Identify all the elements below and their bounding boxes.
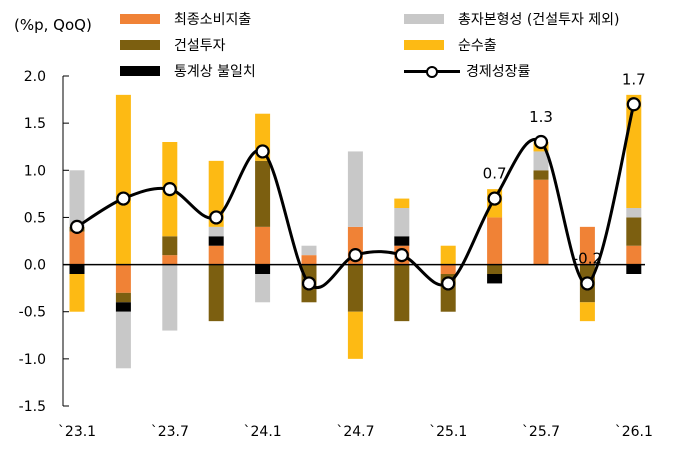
bar-segment xyxy=(255,274,271,303)
bar-segment xyxy=(255,264,271,274)
legend-item-discrepancy: 통계상 불일치 xyxy=(120,61,256,81)
legend-item-final-consumption: 최종소비지출 xyxy=(120,9,251,29)
gdp-growth-point xyxy=(348,248,363,263)
legend-swatch-gdp-growth xyxy=(404,64,460,78)
bar-segment xyxy=(162,236,178,256)
bar-segment xyxy=(487,264,503,274)
bar-segment xyxy=(208,236,224,246)
legend-item-construction: 건설투자 xyxy=(120,35,226,55)
bar-segment xyxy=(626,217,642,246)
y-tick-label: -0.5 xyxy=(19,305,46,321)
bar-segment xyxy=(255,160,271,227)
gdp-growth-data-label: -0.2 xyxy=(573,249,602,267)
legend-label-final-consumption: 최종소비지출 xyxy=(174,12,252,28)
legend-label-gdp-growth: 경제성장률 xyxy=(466,64,531,80)
gdp-growth-data-label: 1.3 xyxy=(529,108,553,126)
bar-segment xyxy=(394,264,410,322)
legend-swatch-net-exports xyxy=(404,40,444,50)
bar-segment xyxy=(394,208,410,237)
x-tick-label: `25.7 xyxy=(522,424,560,440)
legend-item-capital-formation: 총자본형성 (건설투자 제외) xyxy=(404,9,620,29)
bar-segment xyxy=(69,231,85,265)
legend-item-gdp-growth: 경제성장률 xyxy=(404,61,530,81)
bar-segment xyxy=(115,311,131,369)
legend-swatch-final-consumption xyxy=(120,14,160,24)
gdp-growth-point xyxy=(487,191,502,206)
gdp-growth-point xyxy=(69,219,85,234)
y-tick-label: -1.0 xyxy=(19,352,46,368)
bar-segment xyxy=(626,94,642,208)
bar-segment xyxy=(533,151,549,171)
legend-swatch-capital-formation xyxy=(404,14,444,24)
gdp-growth-point xyxy=(441,276,456,291)
bar-segment xyxy=(162,264,178,331)
bar-segment xyxy=(394,236,410,246)
legend-swatch-construction xyxy=(120,40,160,50)
bar-segment xyxy=(69,274,85,312)
gdp-growth-point xyxy=(533,134,549,150)
y-tick-label: 2.0 xyxy=(24,69,46,85)
bar-segment xyxy=(579,226,595,265)
bar-segment xyxy=(208,264,224,322)
y-axis-unit-label: (%p, QoQ) xyxy=(14,16,92,34)
y-tick-label: 0.0 xyxy=(24,258,46,274)
gdp-growth-data-label: 0.7 xyxy=(483,165,507,183)
gdp-growth-point xyxy=(255,144,270,159)
bar-segment xyxy=(69,170,85,227)
gdp-growth-point xyxy=(209,210,224,225)
gdp-growth-point xyxy=(162,182,177,197)
bar-segment xyxy=(626,245,642,265)
gdp-growth-data-label: 1.7 xyxy=(622,70,646,88)
bar-segment xyxy=(533,170,549,180)
bar-segment xyxy=(255,226,271,265)
bar-segment xyxy=(208,245,224,265)
x-tick-label: `24.1 xyxy=(244,424,282,440)
bar-segment xyxy=(626,208,642,218)
x-tick-label: `25.1 xyxy=(429,424,467,440)
legend-label-construction: 건설투자 xyxy=(174,38,226,54)
y-tick-label: 1.5 xyxy=(24,116,46,132)
gdp-growth-point xyxy=(626,97,641,112)
bar-segment xyxy=(533,179,549,265)
bar-segment xyxy=(208,226,224,237)
bar-segment xyxy=(69,264,85,274)
bar-segment xyxy=(115,264,131,293)
bar-segment xyxy=(301,255,317,265)
x-tick-label: `26.1 xyxy=(615,424,653,440)
bar-segment xyxy=(487,274,503,284)
bar-segment xyxy=(487,217,503,265)
bar-segment xyxy=(440,245,456,265)
y-tick-label: 0.5 xyxy=(24,210,46,226)
y-tick-label: -1.5 xyxy=(19,399,46,415)
y-tick-label: 1.0 xyxy=(24,163,46,179)
gdp-growth-point xyxy=(116,191,131,206)
legend-label-capital-formation: 총자본형성 (건설투자 제외) xyxy=(458,12,620,28)
bar-segment xyxy=(347,151,363,227)
bar-segment xyxy=(579,302,595,322)
bar-segment xyxy=(347,311,363,359)
bar-segment xyxy=(115,292,131,303)
bar-segment xyxy=(301,245,317,256)
gdp-growth-point xyxy=(301,276,317,291)
bar-segment xyxy=(626,264,642,274)
bar-segment xyxy=(115,94,131,265)
gdp-growth-line xyxy=(76,103,636,290)
bar-segment xyxy=(208,160,224,227)
legend-label-net-exports: 순수출 xyxy=(458,38,497,54)
gdp-growth-point xyxy=(580,276,595,291)
bar-segment xyxy=(394,198,410,208)
bar-segment xyxy=(115,302,131,312)
x-tick-label: `23.1 xyxy=(58,424,96,440)
bar-segment xyxy=(440,264,456,274)
legend-item-net-exports: 순수출 xyxy=(404,35,497,55)
gdp-growth-point xyxy=(394,248,409,263)
x-tick-label: `24.7 xyxy=(336,424,374,440)
bar-segment xyxy=(347,264,363,312)
legend-swatch-discrepancy xyxy=(120,66,160,76)
bar-segment xyxy=(162,255,178,265)
x-tick-label: `23.7 xyxy=(151,424,189,440)
legend-label-discrepancy: 통계상 불일치 xyxy=(174,64,256,80)
